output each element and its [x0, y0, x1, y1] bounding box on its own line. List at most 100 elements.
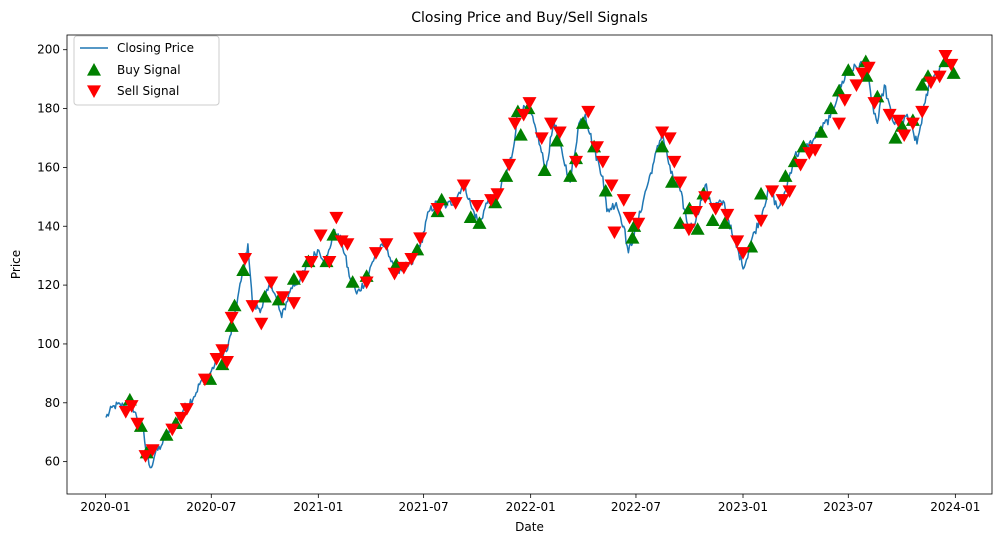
sell-signal-marker — [215, 344, 230, 357]
sell-signal-marker — [313, 229, 328, 243]
chart-title: Closing Price and Buy/Sell Signals — [411, 10, 648, 26]
buy-signal-marker — [625, 231, 640, 244]
sell-signal-marker — [387, 267, 402, 281]
buy-signal-marker — [345, 275, 360, 288]
buy-signal-marker — [215, 357, 230, 371]
sell-signal-marker — [264, 276, 279, 290]
sell-signal-marker — [905, 117, 920, 131]
sell-signal-marker — [915, 105, 930, 119]
sell-signal-marker — [430, 202, 445, 216]
x-tick-label: 2024-01 — [930, 500, 980, 514]
sell-signal-marker — [368, 247, 383, 260]
y-tick-label: 140 — [37, 219, 60, 233]
sell-signal-marker — [456, 179, 471, 193]
sell-signal-marker — [589, 141, 604, 154]
legend-label-closing-price: Closing Price — [117, 41, 194, 55]
sell-signal-marker — [944, 58, 959, 72]
y-tick-label: 180 — [37, 102, 60, 116]
sell-signal-marker — [622, 211, 637, 225]
legend-sell-swatch — [87, 85, 101, 98]
x-axis-title: Date — [515, 520, 544, 534]
sell-signal-marker — [322, 255, 337, 269]
buy-signal-marker — [434, 192, 449, 206]
axis-ticks: 2020-01 2020-07 2021-01 2021-07 2022-01 2022-… — [37, 43, 980, 514]
buy-signal-marker — [463, 210, 478, 224]
buy-signal-marker — [888, 130, 903, 144]
sell-signal-marker — [775, 194, 790, 207]
sell-signal-marker — [118, 406, 133, 419]
buy-signal-marker — [705, 213, 720, 226]
y-tick-label: 200 — [37, 43, 60, 57]
sell-signal-marker — [404, 253, 419, 266]
buy-signal-marker — [717, 216, 732, 229]
buy-signal-marker — [841, 63, 856, 76]
sell-signal-marker — [897, 129, 912, 143]
sell-signal-marker — [396, 261, 411, 275]
buy-signal-marker — [598, 183, 613, 197]
sell-signal-marker — [938, 49, 953, 63]
sell-signal-marker — [329, 211, 344, 225]
sell-signal-marker — [720, 208, 735, 222]
buy-signal-marker — [227, 298, 242, 312]
sell-signal-marker — [808, 144, 823, 157]
buy-signal-marker — [472, 216, 487, 229]
buy-signal-marker — [513, 128, 528, 141]
y-axis-title: Price — [9, 250, 23, 279]
legend-buy-swatch — [87, 63, 101, 76]
buy-signal-marker — [778, 169, 793, 182]
sell-signal-marker — [544, 117, 559, 131]
sell-signal-marker — [254, 317, 269, 331]
plot-frame — [66, 34, 993, 495]
sell-signal-marker — [708, 202, 723, 216]
buy-signal-marker — [665, 175, 680, 188]
sell-signal-marker — [470, 200, 485, 213]
buy-signal-marker — [286, 272, 301, 285]
sell-signal-marker — [698, 191, 713, 204]
sell-signal-layer — [118, 49, 959, 463]
sell-signal-marker — [295, 270, 310, 284]
buy-signal-marker — [813, 125, 828, 138]
buy-signal-marker — [224, 319, 239, 332]
legend-box — [73, 35, 220, 106]
sell-signal-marker — [932, 70, 947, 84]
sell-signal-marker — [754, 214, 769, 228]
x-tick-label: 2020-01 — [80, 500, 130, 514]
x-tick-label: 2022-01 — [506, 500, 556, 514]
sell-signal-marker — [145, 444, 160, 457]
legend-label-buy-signal: Buy Signal — [117, 63, 181, 77]
sell-signal-marker — [569, 155, 584, 169]
sell-signal-marker — [219, 355, 234, 369]
chart-legend: Closing Price Buy Signal Sell Signal — [73, 35, 220, 106]
sell-signal-marker — [304, 255, 319, 269]
sell-signal-marker — [855, 67, 870, 81]
sell-signal-marker — [837, 94, 852, 107]
buy-signal-marker — [499, 169, 514, 182]
legend-label-sell-signal: Sell Signal — [117, 84, 179, 98]
sell-signal-marker — [224, 311, 239, 325]
x-tick-label: 2022-07 — [611, 500, 661, 514]
y-tick-label: 160 — [37, 160, 60, 174]
sell-signal-marker — [604, 179, 619, 193]
y-tick-label: 60 — [45, 455, 60, 469]
sell-signal-marker — [782, 185, 797, 198]
buy-signal-marker — [831, 83, 846, 97]
sell-signal-marker — [631, 217, 646, 231]
sell-signal-marker — [765, 185, 780, 198]
sell-signal-marker — [730, 235, 745, 248]
sell-signal-marker — [165, 423, 180, 437]
buy-signal-marker — [823, 101, 838, 115]
buy-signal-marker — [236, 263, 251, 276]
x-tick-label: 2021-01 — [293, 500, 343, 514]
sell-signal-marker — [124, 400, 139, 413]
sell-signal-marker — [688, 205, 703, 219]
sell-signal-marker — [484, 194, 499, 207]
sell-signal-marker — [793, 158, 808, 172]
buy-signal-marker — [576, 116, 591, 129]
y-tick-label: 80 — [45, 396, 60, 410]
x-tick-label: 2020-07 — [186, 500, 236, 514]
sell-signal-marker — [736, 247, 751, 260]
buy-signal-marker — [537, 163, 552, 176]
sell-signal-marker — [581, 105, 596, 119]
sell-signal-marker — [522, 97, 537, 110]
